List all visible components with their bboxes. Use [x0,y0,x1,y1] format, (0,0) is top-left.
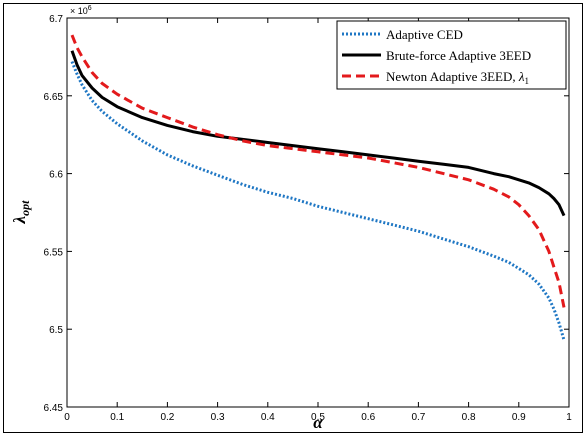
legend: Adaptive CED Brute-force Adaptive 3EED N… [336,20,567,90]
series-line-brute-force-3eed [70,50,566,217]
x-tick-label: 0.4 [261,412,275,423]
y-tick-label: 6.7 [49,14,63,25]
y-tick-label: 6.45 [44,403,64,414]
legend-label-newton: Newton Adaptive 3EED, λ1 [386,69,529,86]
x-axis-label: α [313,413,323,432]
x-tick-label: 0 [64,412,70,423]
y-axis-label: λopt [10,200,32,225]
y-tick-label: 6.55 [44,247,64,258]
chart-frame: 0 0.1 0.2 0.3 0.4 0.5 0.6 0.7 0.8 0.9 1 6.45 6.5 6.55… [3,3,583,433]
axis-ticks: 0 0.1 0.2 0.3 0.4 0.5 0.6 0.7 0.8 0.9 1 6.45 6.5 6.55… [44,14,573,423]
y-exponent-label: × 106 [70,5,92,16]
x-tick-label: 0.6 [361,412,375,423]
y-tick-label: 6.65 [44,92,64,103]
y-tick-label: 6.6 [49,170,63,181]
x-tick-label: 0.1 [110,412,124,423]
series-layer [70,34,566,341]
legend-label-brute-force: Brute-force Adaptive 3EED [386,48,531,63]
x-tick-label: 1 [566,412,572,423]
x-tick-label: 0.3 [211,412,225,423]
series-line-newton-3eed [70,34,566,308]
y-tick-label: 6.5 [49,325,63,336]
x-tick-label: 0.2 [160,412,174,423]
x-tick-label: 0.9 [512,412,526,423]
line-chart: 0 0.1 0.2 0.3 0.4 0.5 0.6 0.7 0.8 0.9 1 6.45 6.5 6.55… [10,5,573,432]
x-tick-label: 0.7 [411,412,425,423]
x-tick-label: 0.5 [311,412,325,423]
x-tick-label: 0.8 [462,412,476,423]
legend-label-adaptive-ced: Adaptive CED [386,27,463,42]
